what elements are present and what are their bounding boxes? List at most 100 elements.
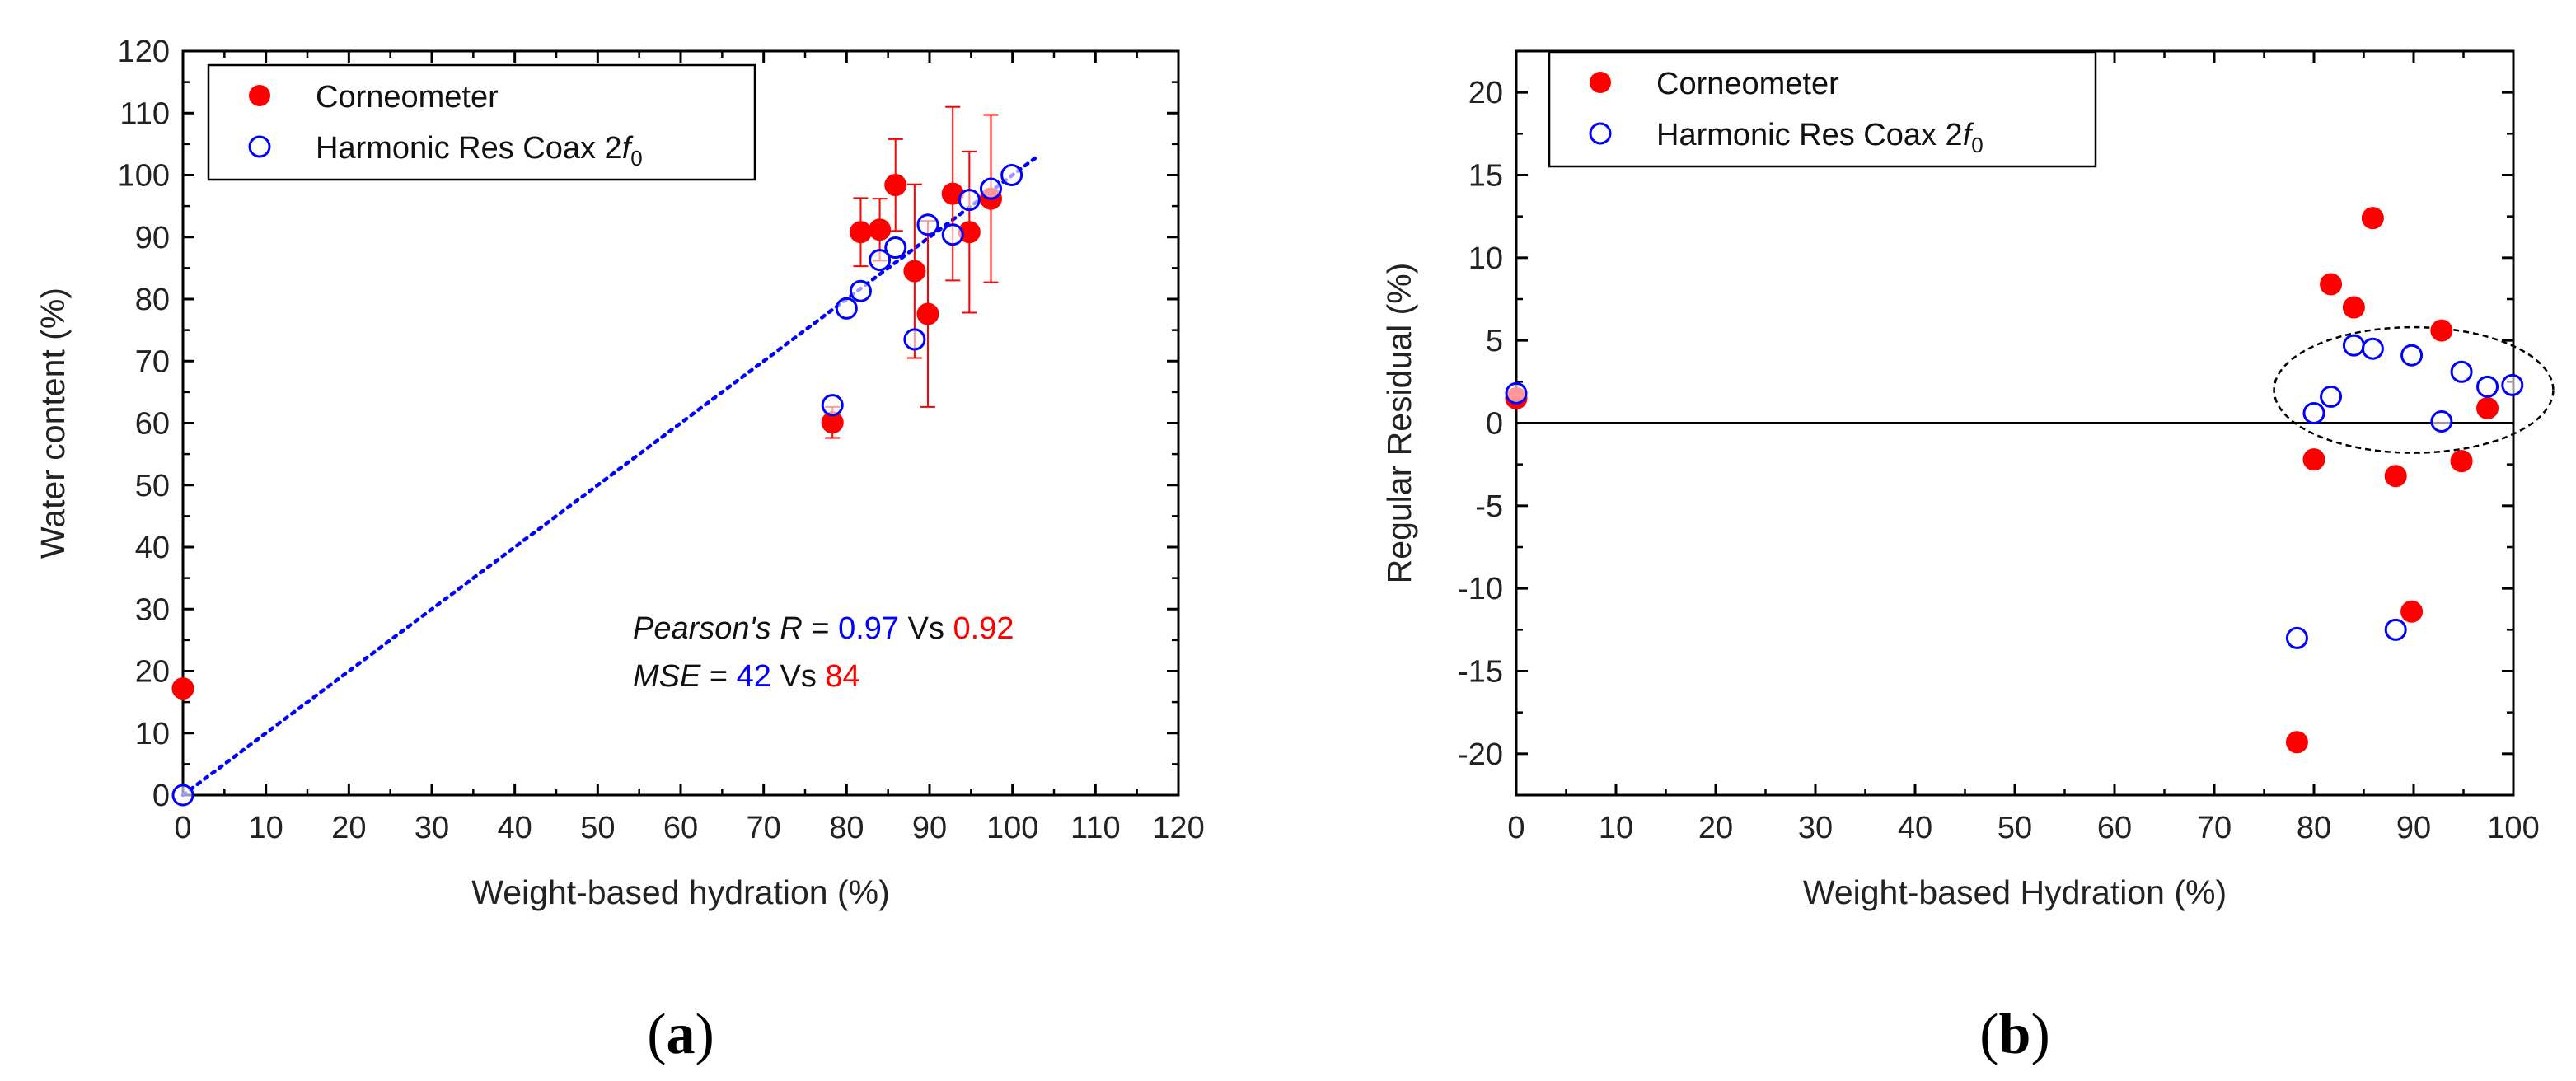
y-tick-label: -20 [1458,737,1503,772]
legend-entry-label: Harmonic Res Coax 2f0 [316,131,643,171]
y-axis-label: Water content (%) [34,288,72,559]
ellipse-annotation [2273,325,2555,454]
harmonic-res-point [2450,360,2473,383]
y-tick-label: 120 [118,35,170,69]
legend-entry-label: Corneometer [1656,67,1839,101]
corneometer-point [2450,450,2473,473]
harmonic-res-point [2400,344,2424,367]
corneometer-point [2285,731,2308,754]
y-tick-label: 70 [135,344,170,379]
corneometer-point [2302,448,2325,471]
corneometer-point [2430,319,2453,342]
y-tick-label: 30 [135,592,170,627]
x-tick-label: 70 [2197,811,2232,845]
harmonic-res-point [2320,385,2343,408]
stat-value-corneometer: 84 [825,659,859,694]
x-tick-label: 60 [2097,811,2132,845]
corneometer-point [2400,600,2424,623]
harmonic-res-point [869,249,892,272]
y-tick-label: -15 [1458,655,1503,690]
harmonic-res-point [2430,409,2453,433]
legend-marker-filled [249,85,270,106]
x-tick-label: 80 [829,811,864,845]
panel-label-letter: b [1999,1003,2031,1066]
harmonic-res-point [884,236,907,260]
x-tick-label: 90 [2396,811,2431,845]
stat-vs: Vs [771,659,825,694]
panel-a-chart: 0 10 20 30 40 50 60 70 80 90 100 110 120 0 10 20 30 40 50 6… [34,35,1205,1066]
x-tick-label: 20 [331,811,366,845]
panel-label-paren: ) [696,1003,714,1066]
corneometer-point [2320,273,2343,296]
x-tick-label: 40 [498,811,532,845]
harmonic-res-point [2476,375,2499,398]
legend-entry-label: Corneometer [316,80,499,115]
x-axis-label: Weight-based hydration (%) [471,873,889,911]
panel-label-paren: ( [1979,1003,1998,1066]
legend-entry-italic: f [622,131,634,166]
y-tick-label: 90 [135,221,170,255]
harmonic-res-point [1000,164,1023,186]
panel-b-chart: 0 10 20 30 40 50 60 70 80 90 100 -20 -15 -10 -5 0 5 10 15 2… [1380,49,2555,1066]
harmonic-res-point [958,189,981,212]
harmonic-res-point [1505,381,1528,405]
harmonic-res-point [2384,618,2407,641]
y-tick-label: -10 [1458,572,1503,606]
corneometer-point [2384,465,2407,488]
legend-entry-subscript: 0 [1971,133,1983,157]
y-tick-label: 10 [1468,241,1503,276]
harmonic-res-point [835,297,858,320]
panel-label-letter: a [667,1003,696,1066]
x-tick-label: 100 [2487,811,2539,845]
y-tick-label: 110 [119,96,170,131]
x-tick-label: 50 [1998,811,2032,845]
y-tick-label: 100 [118,159,170,194]
y-tick-label: 0 [152,779,170,813]
harmonic-res-point [903,328,926,351]
x-tick-label: 110 [1070,811,1121,845]
panel-label-paren: ) [2030,1003,2049,1066]
legend-box [207,63,756,181]
corneometer-point [2361,207,2384,230]
x-tick-label: 100 [986,811,1038,845]
x-tick-label: 120 [1152,811,1204,845]
x-tick-label: 40 [1898,811,1932,845]
stat-annotation: Pearson's R = 0.97 Vs 0.92 [633,611,1014,646]
x-tick-label: 50 [580,811,615,845]
harmonic-res-point [171,784,194,807]
fit-line [180,154,1040,798]
x-tick-label: 30 [415,811,449,845]
corneometer-point [884,174,907,197]
y-tick-label: 20 [1468,76,1503,110]
legend-marker-open [1589,122,1612,145]
x-tick-label: 30 [1798,811,1833,845]
y-tick-label: 80 [135,283,170,317]
legend-entry-label: Harmonic Res Coax 2f0 [1656,118,1984,157]
y-tick-label: 5 [1486,324,1503,358]
y-tick-label: 0 [1486,407,1503,442]
x-tick-label: 20 [1698,811,1733,845]
stat-equals: = [700,659,736,694]
corneometer-point [849,221,872,244]
harmonic-res-point [979,177,1002,200]
harmonic-res-point [916,213,939,236]
legend-entry-italic: f [1963,118,1974,152]
harmonic-res-point [849,279,872,302]
panel-label: (b) [1979,1003,2050,1066]
legend-marker-open [248,135,271,158]
legend-entry-name: Harmonic Res Coax 2 [1656,118,1963,152]
corneometer-point [916,302,939,325]
harmonic-res-point [2285,626,2308,649]
legend-box [1548,50,2097,168]
legend-entry-name: Harmonic Res Coax 2 [316,131,622,166]
corneometer-point [2342,296,2365,319]
panel-label-paren: ( [647,1003,666,1066]
x-tick-label: 10 [249,811,283,845]
stat-vs: Vs [899,611,953,646]
x-tick-label: 10 [1599,811,1633,845]
stat-value-harmonic: 42 [737,659,771,694]
x-tick-label: 0 [1507,811,1525,845]
harmonic-res-point [2501,373,2524,396]
corneometer-point [869,218,892,241]
